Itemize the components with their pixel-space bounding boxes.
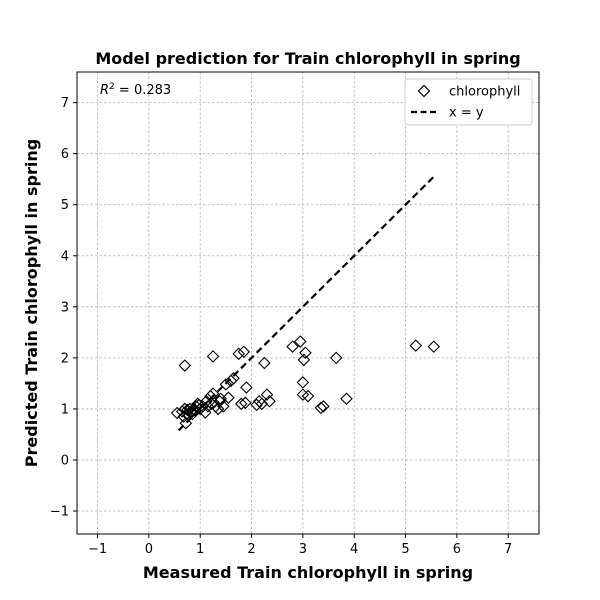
data-point xyxy=(170,406,184,420)
y-tick-label: 4 xyxy=(61,249,69,264)
identity-line xyxy=(177,175,435,432)
data-point xyxy=(222,391,235,404)
data-point xyxy=(299,346,312,360)
data-point xyxy=(240,381,253,394)
data-point xyxy=(294,335,307,348)
y-tick-label: −1 xyxy=(50,505,69,520)
data-point xyxy=(250,398,263,412)
x-axis-label: Measured Train chlorophyll in spring xyxy=(143,563,473,582)
data-point xyxy=(286,340,299,353)
y-tick-label: 3 xyxy=(61,300,69,315)
data-point xyxy=(314,401,328,415)
data-point xyxy=(234,397,248,411)
data-point xyxy=(217,400,230,413)
x-tick-label: 3 xyxy=(299,542,307,557)
y-tick-label: 2 xyxy=(61,351,69,366)
x-tick-label: 6 xyxy=(453,542,461,557)
data-point xyxy=(206,387,220,400)
data-point xyxy=(178,359,192,372)
legend-box xyxy=(404,78,533,126)
data-point xyxy=(409,339,423,352)
gridlines xyxy=(77,72,539,534)
r-squared-annotation: R2 = 0.283 xyxy=(100,82,171,98)
legend-label-identity: x = y xyxy=(449,106,484,121)
x-tick-label: 2 xyxy=(247,542,255,557)
data-point xyxy=(219,378,233,391)
x-tick-label: 1 xyxy=(196,542,204,557)
y-tick-label: 6 xyxy=(61,147,69,162)
legend-diamond-icon xyxy=(417,84,431,98)
data-point xyxy=(260,388,274,401)
data-point xyxy=(206,350,220,363)
y-tick-label: 1 xyxy=(61,402,69,417)
data-point xyxy=(317,400,330,413)
x-tick-label: −1 xyxy=(88,542,107,557)
r-squared-symbol: R xyxy=(100,83,109,98)
chart-title: Model prediction for Train chlorophyll i… xyxy=(95,49,520,68)
y-tick-label: 0 xyxy=(61,453,69,468)
data-point xyxy=(427,340,441,353)
data-point xyxy=(237,345,251,359)
data-point xyxy=(297,353,311,367)
data-point xyxy=(258,356,271,370)
data-point xyxy=(301,389,315,403)
r-squared-exponent: 2 xyxy=(109,82,115,92)
data-point xyxy=(329,351,343,365)
x-tick-label: 4 xyxy=(350,542,358,557)
data-point xyxy=(211,402,225,416)
x-tick-label: 0 xyxy=(145,542,153,557)
x-tick-label: 5 xyxy=(401,542,409,557)
y-tick-label: 7 xyxy=(61,96,69,111)
data-point xyxy=(239,396,252,410)
axis-ticks: −1 0 1 2 3 4 5 6 7 −1 0 1 2 3 4 5 6 7 xyxy=(50,96,513,557)
data-point xyxy=(232,347,245,361)
data-point xyxy=(224,374,238,388)
plot-area-frame xyxy=(76,71,540,535)
y-axis-label: Predicted Train chlorophyll in spring xyxy=(22,139,41,467)
data-point xyxy=(181,403,194,417)
y-tick-label: 5 xyxy=(61,198,69,213)
data-point xyxy=(340,392,353,405)
data-point xyxy=(227,372,240,385)
data-point xyxy=(263,394,276,408)
data-point xyxy=(296,376,310,389)
legend-label-chlorophyll: chlorophyll xyxy=(449,85,520,100)
data-point xyxy=(204,389,217,403)
r-squared-value: = 0.283 xyxy=(115,83,171,98)
x-tick-label: 7 xyxy=(504,542,512,557)
identity-line-layer xyxy=(177,175,435,432)
legend: chlorophyll x = y xyxy=(404,78,533,126)
data-points xyxy=(170,335,441,430)
data-point xyxy=(179,416,193,430)
